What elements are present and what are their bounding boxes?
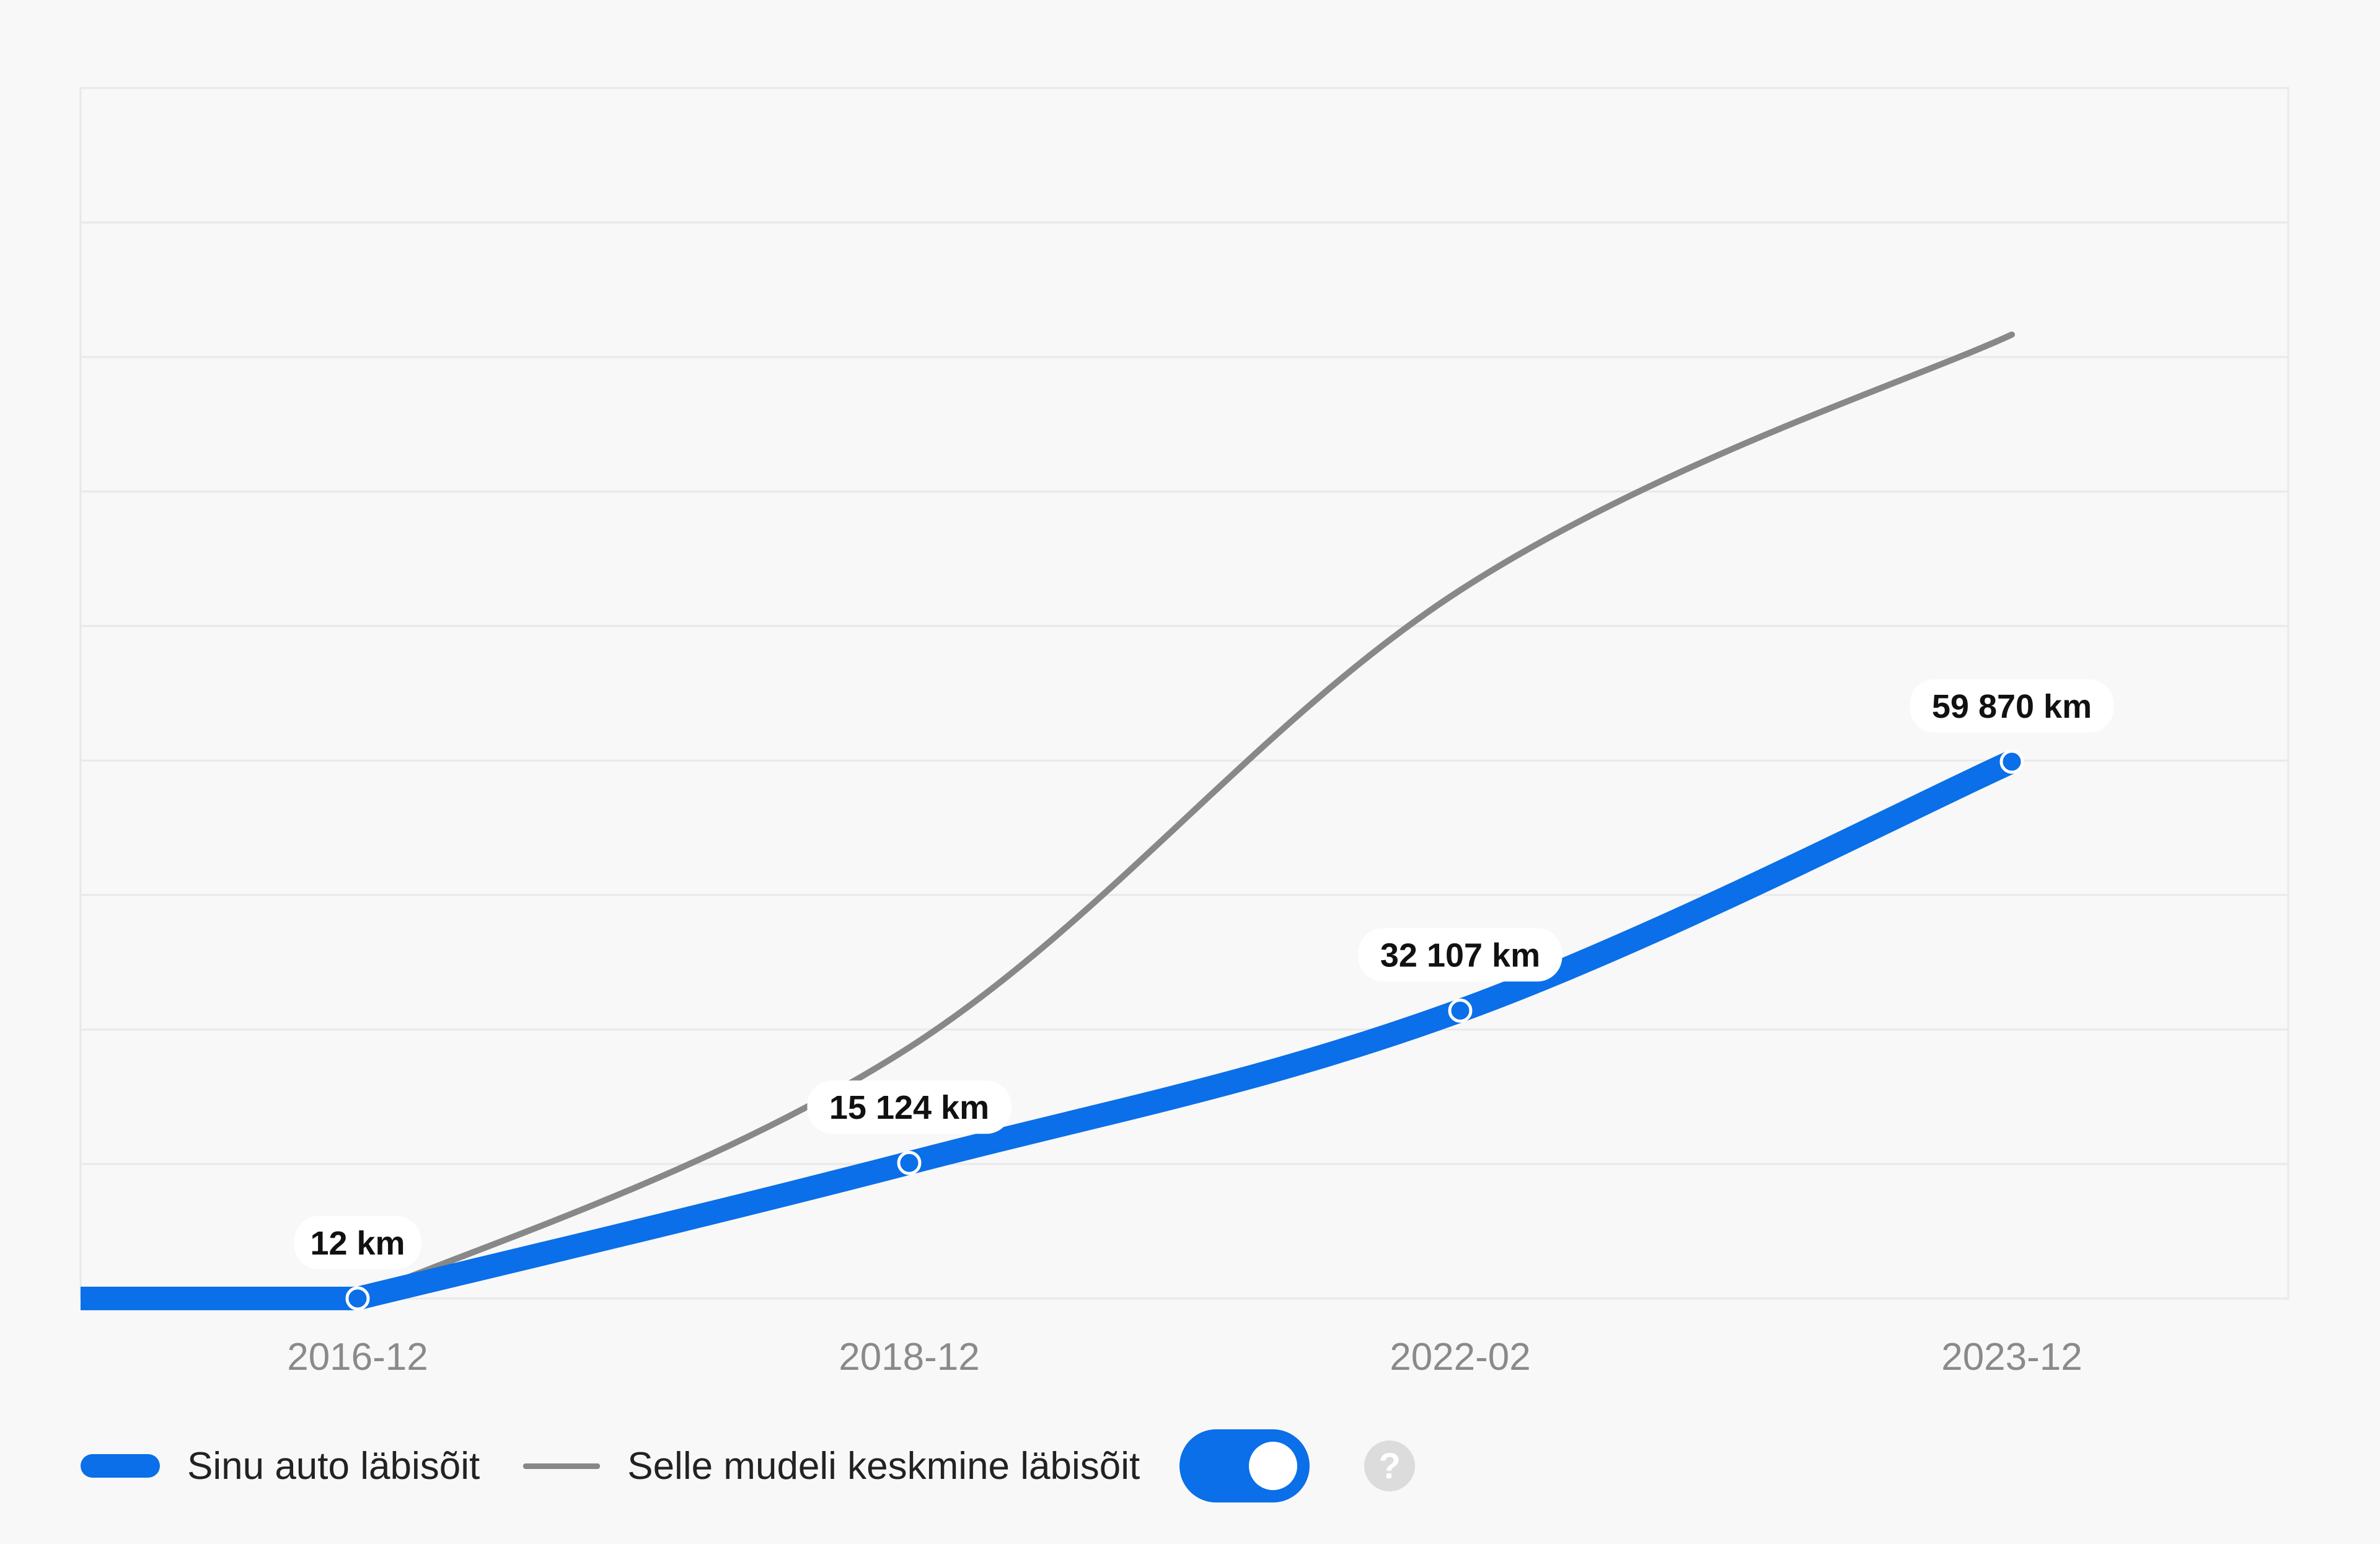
data-label-bubble [1910,679,2114,733]
chart-points [345,749,2024,1311]
legend-label-own-car: Sinu auto läbisõit [187,1444,480,1488]
data-label-2016-12: 12 km [294,1215,421,1269]
series-line-own-car [81,751,2017,1310]
data-label-text: 32 107 km [1380,937,1540,974]
chart-x-ticks: 2016-12 2018-12 2022-02 2023-12 [287,1336,2082,1379]
series-line-model-average [355,331,2015,1302]
model-average-toggle[interactable] [1179,1429,1310,1502]
plot-frame [79,87,2290,1300]
x-tick-label: 2023-12 [1941,1336,2082,1379]
toggle-knob [1249,1442,1298,1490]
data-label-bubble [807,1080,1011,1134]
chart-grid [79,87,2290,1300]
data-label-text: 12 km [310,1225,405,1262]
data-label-bubble [1358,928,1562,982]
x-tick-label: 2022-02 [1390,1336,1531,1379]
data-label-bubble [294,1215,421,1269]
legend-item-model-average: Selle mudeli keskmine läbisõit [523,1444,1140,1488]
legend-label-model-average: Selle mudeli keskmine läbisõit [627,1444,1140,1488]
chart-series [81,331,2017,1310]
x-tick-label: 2016-12 [287,1336,428,1379]
data-point-2018-12[interactable] [897,1150,922,1175]
legend-swatch-model-average [523,1463,601,1469]
data-label-2018-12: 15 124 km [807,1080,1011,1134]
data-label-2022-02: 32 107 km [1358,928,1562,982]
data-label-text: 59 870 km [1932,688,2092,725]
x-tick-label: 2018-12 [839,1336,980,1379]
chart-data-labels: 12 km 15 124 km 32 107 km 59 870 km [294,679,2114,1269]
data-point-2022-02[interactable] [1448,999,1473,1023]
data-label-2023-12: 59 870 km [1910,679,2114,733]
data-point-2016-12[interactable] [345,1286,370,1311]
question-mark-icon[interactable]: ? [1364,1440,1416,1491]
data-point-2023-12[interactable] [1999,749,2024,774]
legend-swatch-own-car [81,1454,160,1478]
data-label-text: 15 124 km [829,1089,989,1126]
legend-item-own-car: Sinu auto läbisõit [81,1444,480,1488]
chart-legend: Sinu auto läbisõit Selle mudeli keskmine… [81,1429,1416,1503]
